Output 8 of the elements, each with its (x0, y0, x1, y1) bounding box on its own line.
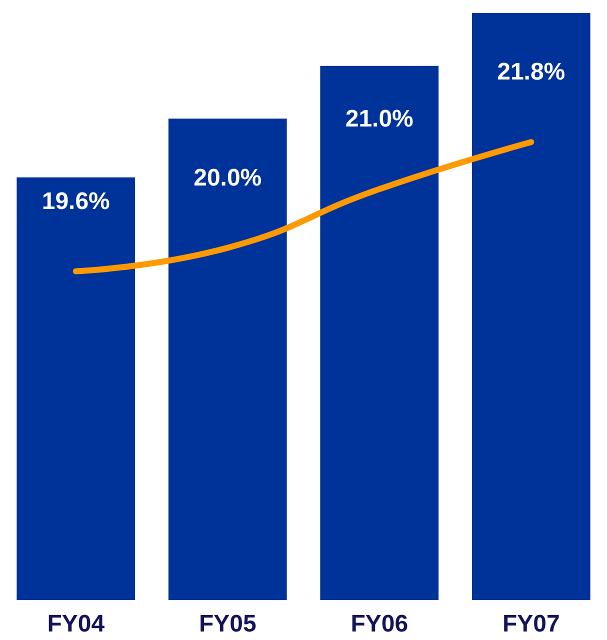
x-tick-label: FY04 (47, 610, 106, 638)
x-tick-label: FY06 (350, 610, 408, 638)
data-label: 20.0% (194, 164, 262, 192)
data-label: 21.8% (497, 58, 566, 86)
x-tick-label: FY05 (198, 610, 256, 638)
data-label: 21.0% (345, 106, 414, 133)
x-tick-label: FY07 (502, 610, 560, 638)
data-label: 19.6% (42, 188, 110, 215)
